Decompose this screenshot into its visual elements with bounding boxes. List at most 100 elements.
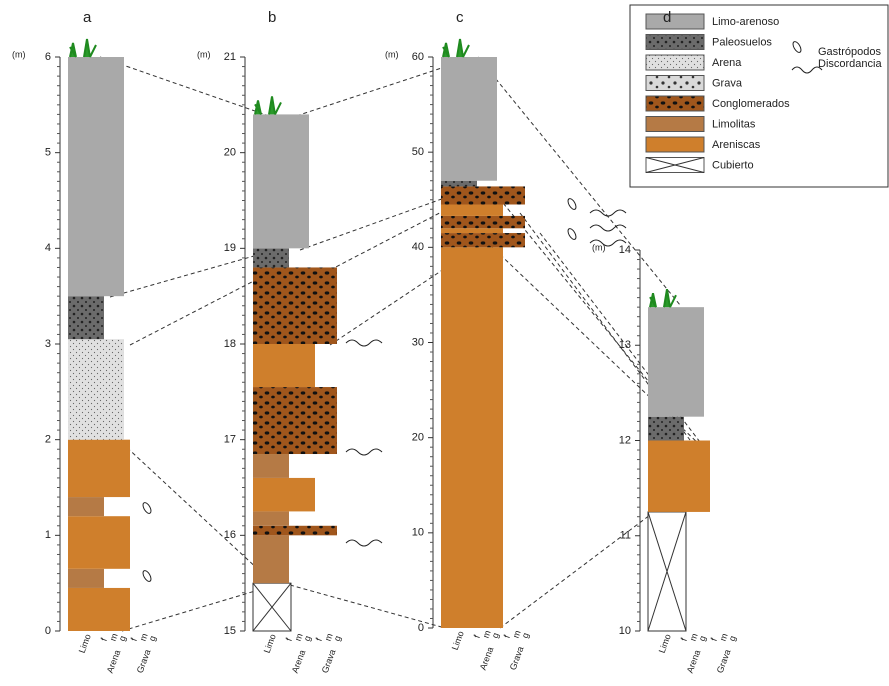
- tick-label: 60: [412, 51, 424, 63]
- grain-size: m: [138, 632, 150, 642]
- tick-label: 20: [412, 432, 424, 444]
- discordance-icon: [345, 539, 383, 547]
- grain-label: Limo: [77, 633, 93, 655]
- legend-swatch: [645, 34, 705, 50]
- tick-label: 21: [224, 51, 236, 63]
- grass: [649, 288, 677, 308]
- tick-label: 17: [224, 434, 236, 446]
- tick-label: 14: [619, 244, 631, 256]
- grain-size: g: [697, 634, 708, 642]
- layer: [441, 233, 525, 248]
- grain-size: f: [502, 633, 512, 639]
- tick-label: 2: [45, 434, 51, 446]
- legend: Limo-arenoso Paleosuelos Arena Grava Conglom…: [629, 4, 889, 188]
- layer: [441, 180, 477, 187]
- grain-group: Grava: [715, 648, 733, 674]
- discordance-icon: [345, 339, 383, 347]
- layer: [648, 307, 704, 417]
- legend-label: Arena: [712, 57, 742, 69]
- axis-unit: (m): [385, 49, 399, 59]
- layer: [68, 57, 124, 297]
- grain-group: Grava: [320, 648, 338, 674]
- layer: [253, 525, 337, 536]
- grain-size: m: [688, 632, 700, 642]
- tick-label: 13: [619, 339, 631, 351]
- layer: [441, 186, 525, 205]
- layer: [253, 248, 289, 268]
- grain-size: m: [481, 629, 493, 639]
- layer: [441, 57, 497, 181]
- layer: [253, 114, 309, 249]
- legend-label: Areniscas: [712, 139, 761, 151]
- grain-size: f: [709, 636, 719, 642]
- gastropod-icon: [567, 228, 577, 240]
- grain-size: m: [718, 632, 730, 642]
- grain-size: g: [520, 631, 531, 639]
- grain-size: f: [314, 636, 324, 642]
- grain-size: g: [727, 634, 738, 642]
- correlation-lines: [99, 56, 701, 632]
- column-label: a: [83, 9, 92, 26]
- grain-size: g: [302, 634, 313, 642]
- layer: [253, 477, 315, 512]
- grass: [442, 38, 470, 58]
- legend-label: Cubierto: [712, 159, 754, 171]
- layer: [68, 568, 104, 588]
- legend-cross: [645, 157, 705, 173]
- legend-swatch: [645, 116, 705, 132]
- grain-label: Limo: [450, 630, 466, 652]
- grain-group: Arena: [105, 648, 123, 674]
- column-label: b: [268, 9, 276, 26]
- layer: [253, 387, 337, 455]
- gastropod-icon: [792, 41, 802, 53]
- tick-label: 12: [619, 434, 631, 446]
- legend-swatch: [645, 54, 705, 71]
- grain-group: Arena: [290, 648, 308, 674]
- grain-size: f: [284, 636, 294, 642]
- column-label: c: [456, 9, 464, 26]
- axis-unit: (m): [12, 49, 26, 59]
- tick-label: 10: [412, 527, 424, 539]
- grass: [69, 38, 97, 58]
- layer: [68, 587, 130, 631]
- tick-label: 50: [412, 146, 424, 158]
- grain-size: f: [129, 636, 139, 642]
- discordance-icon: [589, 224, 627, 232]
- legend-label: Paleosuelos: [712, 36, 772, 48]
- grass: [254, 96, 282, 115]
- layer: [648, 440, 710, 512]
- axis-unit: (m): [592, 242, 606, 252]
- column-label: d: [663, 9, 671, 26]
- layer: [253, 511, 289, 526]
- legend-label: Limo-arenoso: [712, 16, 779, 28]
- legend-label: Limolitas: [712, 118, 756, 130]
- gastropod-icon: [567, 198, 577, 210]
- axis-unit: (m): [197, 49, 211, 59]
- gastropod-icon: [142, 570, 152, 582]
- tick-label: 6: [45, 51, 51, 63]
- legend-swatch: [645, 13, 705, 30]
- grain-label: Limo: [262, 633, 278, 655]
- legend-swatch: [645, 95, 705, 112]
- layer: [253, 454, 289, 478]
- tick-label: 11: [620, 530, 631, 542]
- layer: [68, 497, 104, 517]
- grain-size: m: [511, 629, 523, 639]
- grain-size: g: [332, 634, 343, 642]
- tick-label: 19: [224, 242, 236, 254]
- layer: [68, 296, 104, 340]
- symbol-label: Discordancia: [818, 58, 882, 70]
- tick-label: 16: [224, 529, 236, 541]
- tick-label: 0: [418, 622, 424, 634]
- tick-label: 20: [224, 147, 236, 159]
- layer: [441, 215, 525, 229]
- layer: [253, 535, 289, 584]
- grain-size: m: [108, 632, 120, 642]
- discordance-icon: [791, 66, 823, 74]
- gastropod-icon: [142, 502, 152, 514]
- layer: [68, 439, 130, 498]
- grain-size: g: [117, 634, 128, 642]
- grain-size: g: [490, 631, 501, 639]
- grain-size: m: [323, 632, 335, 642]
